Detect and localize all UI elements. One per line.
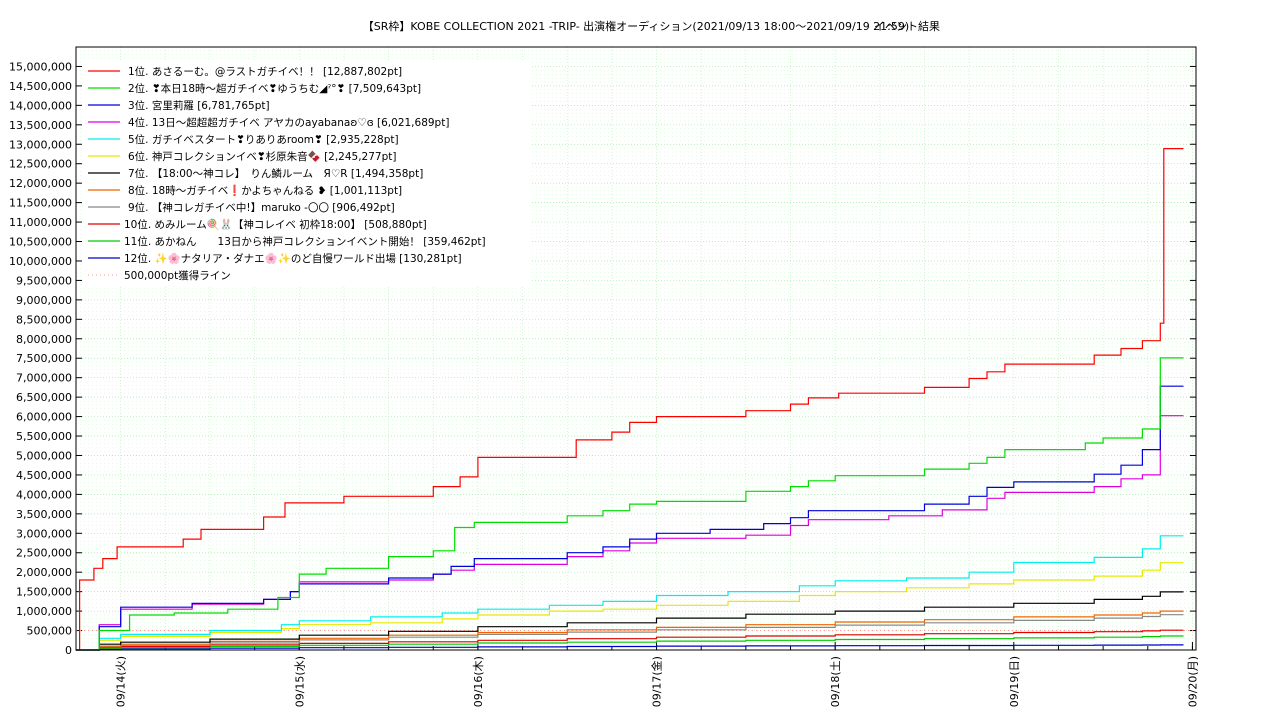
y-tick-label: 5,000,000 bbox=[16, 449, 72, 462]
x-tick-label: 09/18(土) bbox=[829, 656, 842, 707]
y-tick-label: 7,000,000 bbox=[16, 372, 72, 385]
legend-entry: 12位. ✨🌸ナタリア・ダナエ🌸✨のど自慢ワールド出場 [130,281pt] bbox=[124, 252, 462, 265]
x-tick-label: 09/20(月) bbox=[1186, 656, 1199, 707]
legend-background bbox=[82, 61, 530, 287]
series-line-11 bbox=[76, 635, 1184, 651]
legend-entry: 4位. 13日〜超超超ガチイベ アヤカのayabanaʚ♡ɞ [6,021,68… bbox=[128, 116, 449, 129]
series-line-12 bbox=[76, 644, 1184, 651]
y-tick-label: 3,000,000 bbox=[16, 527, 72, 540]
legend-entry: 11位. あかねん 13日から神戸コレクションイベント開始！ [359,462p… bbox=[124, 235, 486, 248]
series-line-9 bbox=[76, 614, 1184, 651]
y-tick-label: 6,000,000 bbox=[16, 411, 72, 424]
legend-entry: 10位. めみルーム🍭🐰【神コレイベ 初枠18:00】 [508,880pt] bbox=[124, 217, 427, 231]
legend-entry: 6位. 神戸コレクションイベ❣杉原朱音🍫 [2,245,277pt] bbox=[128, 150, 396, 163]
chart-title: 【SR枠】KOBE COLLECTION 2021 -TRIP- 出演権オーディ… bbox=[363, 19, 909, 33]
y-tick-label: 12,000,000 bbox=[9, 177, 72, 190]
x-tick-label: 09/16(木) bbox=[472, 656, 485, 707]
y-tick-label: 3,500,000 bbox=[16, 508, 72, 521]
y-tick-label: 12,500,000 bbox=[9, 158, 72, 171]
series-line-4 bbox=[76, 415, 1184, 651]
series-line-10 bbox=[76, 629, 1184, 651]
y-tick-label: 9,000,000 bbox=[16, 294, 72, 307]
y-tick-label: 500,000 bbox=[27, 625, 73, 638]
y-tick-label: 10,000,000 bbox=[9, 255, 72, 268]
series-line-5 bbox=[76, 535, 1184, 651]
y-tick-label: 0 bbox=[65, 644, 72, 657]
legend-entry: 2位. ❣本日18時〜超ガチイベ❣ゆうちむ◢ˀ°❣ [7,509,643pt] bbox=[128, 82, 421, 95]
legend-entry-reference: 500,000pt獲得ライン bbox=[124, 269, 231, 282]
series-line-3 bbox=[76, 385, 1184, 651]
series-group bbox=[76, 148, 1184, 651]
y-tick-label: 5,500,000 bbox=[16, 430, 72, 443]
x-tick-label: 09/17(金) bbox=[650, 656, 664, 707]
y-tick-label: 11,000,000 bbox=[9, 216, 72, 229]
y-tick-label: 2,500,000 bbox=[16, 547, 72, 560]
y-axis: 15,000,000 14,500,000 14,000,000 13,500,000… bbox=[9, 60, 1196, 657]
x-tick-label: 09/15(水) bbox=[293, 656, 306, 707]
y-tick-label: 1,000,000 bbox=[16, 605, 72, 618]
legend-entry: 8位. 18時〜ガチイベ❗かよちゃんねる ❥ [1,001,113pt] bbox=[128, 184, 402, 197]
legend-entry: 5位. ガチイベスタート❣りありあroom❣ [2,935,228pt] bbox=[128, 133, 399, 146]
series-line-6 bbox=[76, 562, 1184, 651]
y-tick-label: 8,000,000 bbox=[16, 333, 72, 346]
legend-entry: 1位. あさるーむ。@ラストガチイベ！！ [12,887,802pt] bbox=[128, 65, 402, 78]
y-tick-label: 6,500,000 bbox=[16, 391, 72, 404]
legend-entry: 3位. 宮里莉羅 [6,781,765pt] bbox=[128, 99, 270, 112]
y-tick-label: 4,000,000 bbox=[16, 488, 72, 501]
y-tick-label: 14,500,000 bbox=[9, 80, 72, 93]
y-tick-label: 11,500,000 bbox=[9, 197, 72, 210]
y-tick-label: 8,500,000 bbox=[16, 313, 72, 326]
y-tick-label: 10,500,000 bbox=[9, 236, 72, 249]
series-line-2 bbox=[76, 357, 1184, 651]
x-tick-label: 09/19(日) bbox=[1008, 656, 1021, 707]
y-tick-label: 13,000,000 bbox=[9, 138, 72, 151]
y-tick-label: 7,500,000 bbox=[16, 352, 72, 365]
legend-entry: 9位. 【神コレガチイベ中!】maruko -〇〇 [906,492pt] bbox=[128, 201, 395, 214]
y-tick-label: 14,000,000 bbox=[9, 99, 72, 112]
plot-frame bbox=[75, 46, 1197, 651]
x-axis: 09/14(火) 09/15(水) 09/16(木) 09/17(金) 09/18(土)… bbox=[75, 642, 1199, 707]
legend: 1位. あさるーむ。@ラストガチイベ！！ [12,887,802pt] 2位. ❣… bbox=[82, 61, 530, 287]
y-tick-label: 4,500,000 bbox=[16, 469, 72, 482]
y-tick-label: 9,500,000 bbox=[16, 274, 72, 287]
y-tick-label: 1,500,000 bbox=[16, 586, 72, 599]
chart-subtitle: イベント結果 bbox=[874, 19, 940, 33]
series-line-7 bbox=[76, 591, 1184, 651]
legend-entry: 7位. 【18:00〜神コレ】 りん鱗ルーム Я♡R [1,494,358pt] bbox=[128, 167, 423, 180]
x-tick-label: 09/14(火) bbox=[115, 656, 128, 707]
y-tick-label: 15,000,000 bbox=[9, 60, 72, 73]
y-tick-label: 2,000,000 bbox=[16, 566, 72, 579]
series-line-1 bbox=[76, 148, 1184, 651]
grid bbox=[75, 47, 1196, 651]
series-line-8 bbox=[76, 610, 1184, 651]
y-tick-label: 13,500,000 bbox=[9, 119, 72, 132]
